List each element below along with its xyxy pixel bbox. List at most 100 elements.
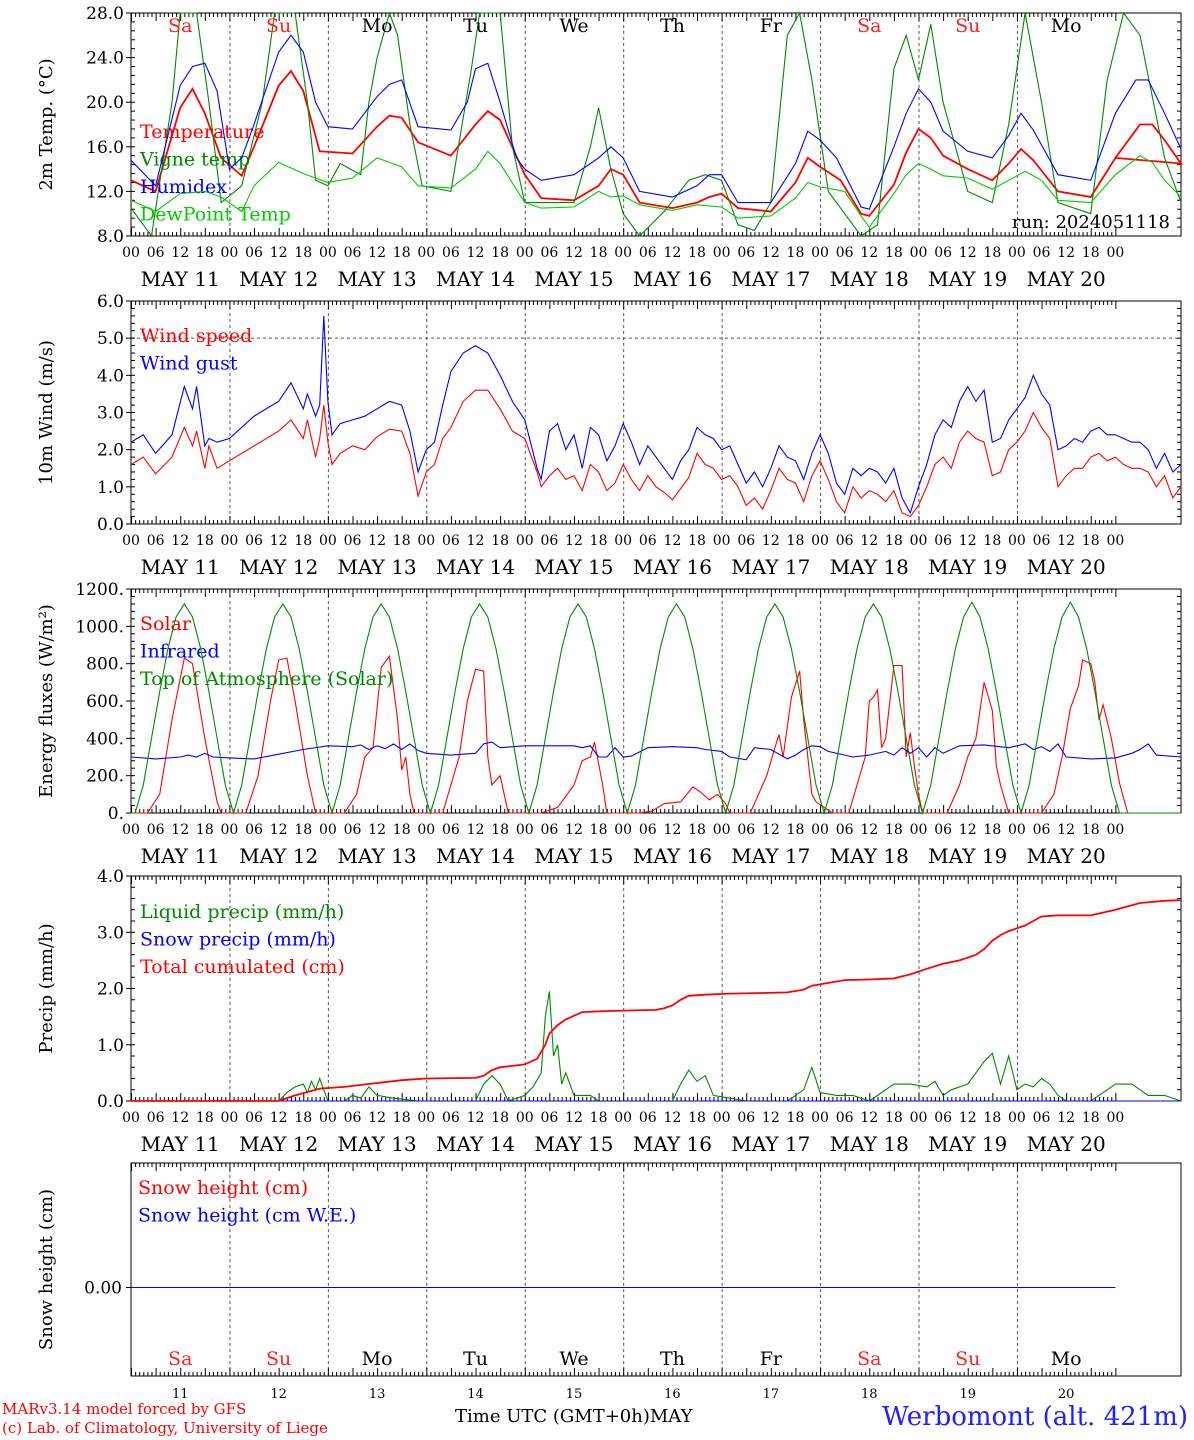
- day-label: MAY 18: [830, 1132, 909, 1156]
- series-line-solar: [131, 654, 1181, 814]
- hour-label: 06: [737, 245, 755, 261]
- day-label: MAY 14: [436, 1132, 515, 1156]
- hour-label: 06: [934, 1110, 952, 1126]
- hour-label: 18: [787, 822, 805, 838]
- hour-label: 00: [319, 822, 337, 838]
- day-label: MAY 14: [436, 555, 515, 579]
- series-line-vigne-temp: [130, 11, 1182, 238]
- hour-label: 12: [663, 1110, 681, 1126]
- hour-label: 12: [860, 822, 878, 838]
- hour-label: 06: [147, 533, 165, 549]
- y-tick-label: 28.0: [86, 4, 124, 24]
- x-axis-month: MAY: [649, 1406, 693, 1427]
- hour-label: 12: [565, 245, 583, 261]
- hour-label: 06: [540, 245, 558, 261]
- hour-label: 00: [1008, 822, 1026, 838]
- day-label: MAY 18: [830, 844, 909, 868]
- hour-label: 12: [171, 822, 189, 838]
- day-label: MAY 14: [436, 267, 515, 291]
- day-label: MAY 13: [338, 555, 417, 579]
- series-line-wind-speed: [130, 389, 1182, 518]
- day-number: 13: [369, 1387, 386, 1402]
- hour-label: 06: [245, 822, 263, 838]
- day-label: MAY 15: [534, 555, 613, 579]
- hour-label: 00: [122, 245, 140, 261]
- legend-total-cumulated-cm-: Total cumulated (cm): [140, 956, 345, 978]
- hour-label: 18: [393, 533, 411, 549]
- hour-label: 18: [491, 533, 509, 549]
- hour-label: 00: [811, 1110, 829, 1126]
- hour-label: 06: [245, 1110, 263, 1126]
- hour-label: 06: [737, 822, 755, 838]
- hour-label: 18: [196, 822, 214, 838]
- day-label: MAY 16: [633, 844, 712, 868]
- day-label: MAY 17: [731, 1132, 810, 1156]
- day-number: 19: [959, 1387, 976, 1402]
- y-tick-label: 0.: [108, 804, 124, 824]
- weekday-label: Fr: [760, 1348, 783, 1370]
- day-label: MAY 19: [928, 844, 1007, 868]
- hour-label: 18: [294, 822, 312, 838]
- hour-label: 12: [270, 245, 288, 261]
- day-label: MAY 16: [633, 1132, 712, 1156]
- day-label: MAY 13: [338, 844, 417, 868]
- hour-label: 18: [590, 533, 608, 549]
- weekday-label: Tu: [463, 1348, 488, 1370]
- day-number: 15: [566, 1387, 583, 1402]
- y-tick-label: 8.0: [97, 227, 124, 247]
- hour-label: 00: [910, 822, 928, 838]
- station-name: Werbomont (alt. 421m): [882, 1402, 1188, 1432]
- hour-label: 12: [959, 1110, 977, 1126]
- hour-label: 00: [221, 533, 239, 549]
- hour-label: 00: [811, 822, 829, 838]
- hour-label: 12: [171, 1110, 189, 1126]
- hour-label: 00: [319, 245, 337, 261]
- weekday-label: Th: [660, 1348, 685, 1370]
- hour-label: 00: [221, 1110, 239, 1126]
- hour-label: 18: [1082, 822, 1100, 838]
- hour-label: 18: [590, 822, 608, 838]
- weekday-label: Mo: [1051, 15, 1082, 37]
- run-label: run: 2024051118: [1012, 212, 1170, 233]
- hour-label: 18: [983, 533, 1001, 549]
- weekday-label: Mo: [1051, 1348, 1082, 1370]
- y-tick-label: 200.: [86, 767, 124, 787]
- weekday-label: Tu: [463, 15, 488, 37]
- day-label: MAY 15: [534, 1132, 613, 1156]
- hour-label: 18: [393, 822, 411, 838]
- hour-label: 12: [1057, 822, 1075, 838]
- hour-label: 06: [442, 1110, 460, 1126]
- hour-label: 12: [171, 245, 189, 261]
- legend-vigne-temp: Vigne temp: [139, 149, 250, 171]
- hour-label: 18: [491, 245, 509, 261]
- day-number: 11: [172, 1387, 189, 1402]
- y-tick-label: 2.0: [97, 441, 124, 461]
- hour-label: 06: [1033, 1110, 1051, 1126]
- hour-label: 00: [811, 245, 829, 261]
- day-label: MAY 13: [338, 1132, 417, 1156]
- legend-wind-speed: Wind speed: [140, 325, 252, 347]
- day-label: MAY 11: [141, 267, 220, 291]
- hour-label: 18: [885, 533, 903, 549]
- hour-label: 18: [787, 1110, 805, 1126]
- hour-label: 12: [270, 822, 288, 838]
- series-line-humidex: [130, 34, 1182, 210]
- hour-label: 00: [713, 533, 731, 549]
- hour-label: 06: [344, 1110, 362, 1126]
- hour-label: 06: [639, 822, 657, 838]
- hour-label: 06: [442, 533, 460, 549]
- hour-label: 18: [787, 245, 805, 261]
- hour-label: 12: [959, 822, 977, 838]
- day-number: 14: [467, 1387, 484, 1402]
- hour-label: 12: [860, 245, 878, 261]
- hour-label: 00: [122, 533, 140, 549]
- hour-label: 12: [368, 533, 386, 549]
- hour-label: 12: [368, 1110, 386, 1126]
- hour-label: 00: [1106, 245, 1124, 261]
- day-label: MAY 20: [1027, 267, 1106, 291]
- y-tick-label: 400.: [86, 729, 124, 749]
- series-line-top-of-atmosphere-solar-: [131, 600, 1181, 815]
- weekday-label: Mo: [362, 15, 393, 37]
- hour-label: 06: [147, 245, 165, 261]
